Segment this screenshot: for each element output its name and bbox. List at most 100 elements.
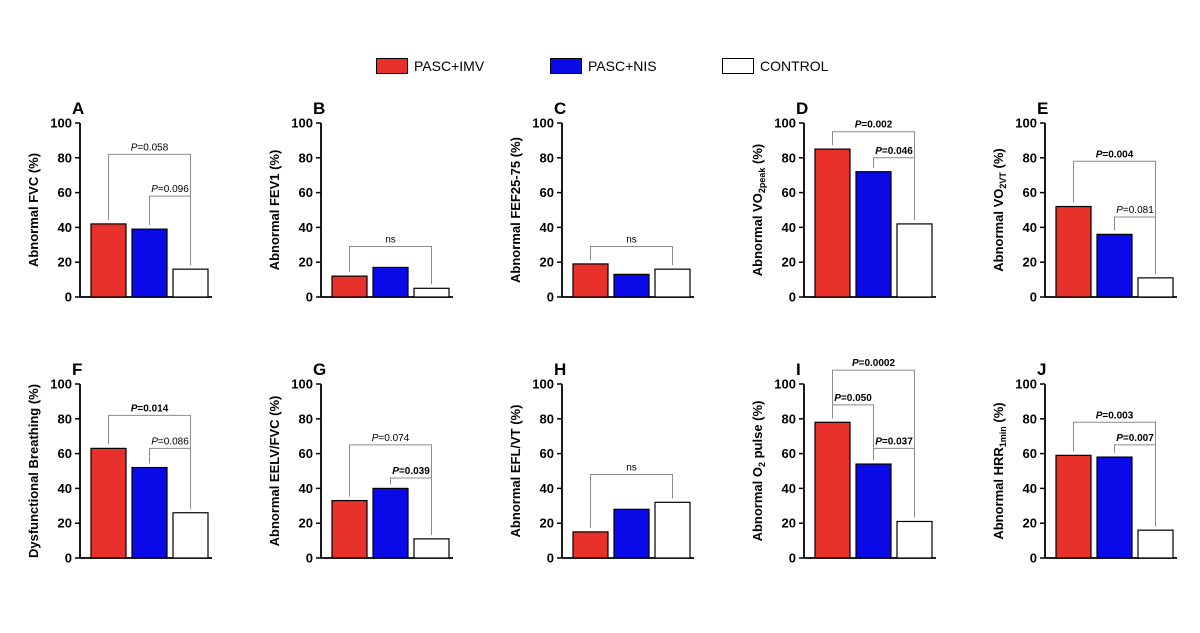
bar-j-pasc-imv <box>1055 454 1092 559</box>
panel-j: J 0 20 40 60 80 100 Abnormal HRR1min (%) P=0.003… <box>991 360 1177 566</box>
bar-b-pasc-nis <box>372 266 409 298</box>
bar-d-pasc-nis <box>855 171 892 298</box>
panel-b: B 0 20 40 60 80 100 Abnormal FEV1 (%) ns <box>267 99 453 305</box>
bar-d-pasc-imv <box>814 148 851 298</box>
panel-d: D 0 20 40 60 80 100 Abnormal VO2peak (%) P=0.002… <box>750 99 936 305</box>
y-tick-label-d: 20 <box>782 255 796 270</box>
bar-e-pasc-nis <box>1096 233 1133 298</box>
y-tick-label-a: 60 <box>58 185 72 200</box>
bar-b-pasc-imv <box>331 275 368 298</box>
bar-g-control <box>413 538 450 559</box>
bar-j-control <box>1137 529 1174 559</box>
y-tick-label-f: 80 <box>58 411 72 426</box>
significance-label-b-0: ns <box>385 235 396 246</box>
y-axis-label-d: Abnormal VO2peak (%) <box>750 144 767 276</box>
significance-bracket-i-1 <box>832 404 874 461</box>
bar-i-control <box>896 520 933 559</box>
significance-label-e-0: P=0.004 <box>1096 149 1134 160</box>
y-tick-label-b: 100 <box>291 116 313 131</box>
significance-label-d-0: P=0.002 <box>855 120 893 131</box>
y-tick-label-a: 100 <box>50 116 72 131</box>
significance-bracket-h-0 <box>590 473 673 528</box>
y-tick-label-a: 0 <box>65 290 72 305</box>
y-tick-label-j: 80 <box>1023 411 1037 426</box>
panel-letter-g: G <box>313 360 326 379</box>
bar-h-control <box>654 501 691 559</box>
panel-e: E 0 20 40 60 80 100 Abnormal VO2VT (%) P=0.004 P=… <box>991 99 1177 305</box>
panel-letter-b: B <box>313 99 325 118</box>
significance-bracket-i-2 <box>873 447 915 518</box>
y-tick-label-a: 40 <box>58 220 72 235</box>
panel-letter-a: A <box>72 99 84 118</box>
significance-label-j-0: P=0.003 <box>1096 410 1134 421</box>
significance-bracket-e-1 <box>1114 216 1156 274</box>
y-tick-label-g: 100 <box>291 377 313 392</box>
y-tick-label-b: 20 <box>299 255 313 270</box>
bar-a-pasc-imv <box>90 223 127 298</box>
panel-c: C 0 20 40 60 80 100 Abnormal FEF25-75 (%) ns <box>508 99 694 305</box>
panel-g: G 0 20 40 60 80 100 Abnormal EELV/FVC (%) P=0.07… <box>267 360 453 566</box>
y-tick-label-a: 80 <box>58 150 72 165</box>
y-tick-label-d: 100 <box>774 116 796 131</box>
panel-letter-e: E <box>1037 99 1048 118</box>
significance-label-f-0: P=0.014 <box>131 403 169 414</box>
panel-a: A 0 20 40 60 80 100 Abnormal FVC (%) P=0.058 P=0.… <box>26 99 212 305</box>
panel-letter-h: H <box>554 360 566 379</box>
y-axis-label-c: Abnormal FEF25-75 (%) <box>508 137 523 283</box>
legend-label-pasc-nis: PASC+NIS <box>588 58 657 74</box>
y-axis-label-j: Abnormal HRR1min (%) <box>991 402 1008 539</box>
significance-label-i-0: P=0.0002 <box>852 358 896 369</box>
y-tick-label-i: 80 <box>782 411 796 426</box>
y-tick-label-c: 40 <box>540 220 554 235</box>
significance-bracket-b-0 <box>349 246 432 285</box>
significance-bracket-j-1 <box>1114 444 1156 527</box>
y-tick-label-d: 60 <box>782 185 796 200</box>
y-tick-label-g: 40 <box>299 481 313 496</box>
y-tick-label-f: 60 <box>58 446 72 461</box>
y-tick-label-c: 20 <box>540 255 554 270</box>
significance-label-a-1: P=0.096 <box>151 184 189 195</box>
bar-e-pasc-imv <box>1055 205 1092 298</box>
bar-j-pasc-nis <box>1096 456 1133 559</box>
y-tick-label-f: 0 <box>65 551 72 566</box>
significance-bracket-f-1 <box>149 447 191 509</box>
y-tick-label-h: 40 <box>540 481 554 496</box>
y-tick-label-h: 60 <box>540 446 554 461</box>
y-tick-label-i: 0 <box>789 551 796 566</box>
y-tick-label-b: 0 <box>306 290 313 305</box>
y-tick-label-e: 80 <box>1023 150 1037 165</box>
significance-label-a-0: P=0.058 <box>131 142 169 153</box>
significance-label-c-0: ns <box>626 235 637 246</box>
y-tick-label-b: 40 <box>299 220 313 235</box>
bar-c-control <box>654 268 691 298</box>
panel-letter-f: F <box>72 360 82 379</box>
y-tick-label-d: 40 <box>782 220 796 235</box>
y-tick-label-i: 20 <box>782 516 796 531</box>
bar-f-pasc-imv <box>90 447 127 559</box>
y-tick-label-i: 60 <box>782 446 796 461</box>
bar-c-pasc-imv <box>572 263 609 298</box>
bar-e-control <box>1137 277 1174 298</box>
y-tick-label-h: 80 <box>540 411 554 426</box>
panel-letter-i: I <box>796 360 801 379</box>
y-tick-label-f: 20 <box>58 516 72 531</box>
y-tick-label-j: 40 <box>1023 481 1037 496</box>
legend-item-pasc-nis: PASC+NIS <box>550 58 657 74</box>
y-tick-label-g: 80 <box>299 411 313 426</box>
y-tick-label-i: 100 <box>774 377 796 392</box>
y-tick-label-b: 80 <box>299 150 313 165</box>
y-axis-label-b: Abnormal FEV1 (%) <box>267 150 282 271</box>
bar-h-pasc-nis <box>613 508 650 559</box>
y-axis-label-g: Abnormal EELV/FVC (%) <box>267 396 282 547</box>
significance-label-h-0: ns <box>626 462 637 473</box>
y-tick-label-d: 0 <box>789 290 796 305</box>
bar-i-pasc-imv <box>814 421 851 559</box>
significance-label-g-1: P=0.039 <box>392 466 430 477</box>
y-tick-label-f: 40 <box>58 481 72 496</box>
bar-h-pasc-imv <box>572 531 609 559</box>
y-tick-label-h: 100 <box>532 377 554 392</box>
significance-label-i-2: P=0.037 <box>875 436 913 447</box>
legend-swatch-control <box>722 58 754 74</box>
panel-letter-j: J <box>1037 360 1046 379</box>
